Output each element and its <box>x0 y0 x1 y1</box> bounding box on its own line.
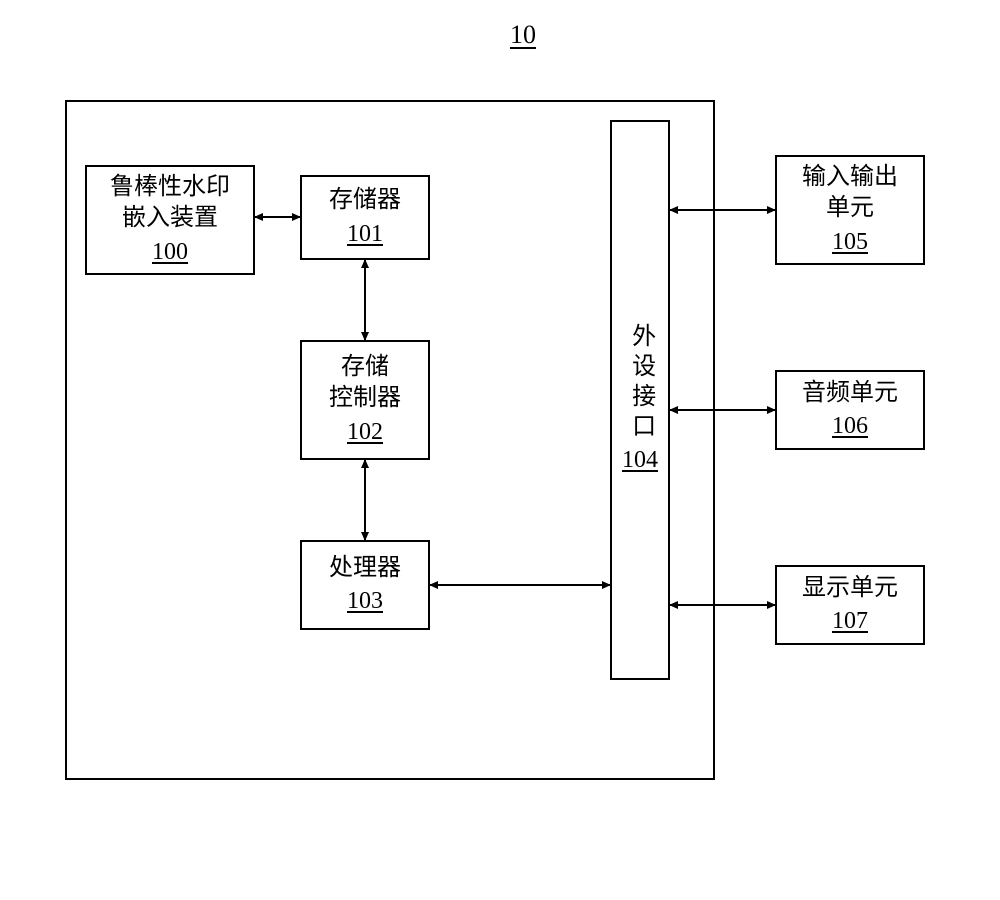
node-107: 显示单元 107 <box>775 565 925 645</box>
node-106: 音频单元 106 <box>775 370 925 450</box>
diagram-container: 10 鲁棒性水印嵌入装置 100 存储器 101 存储控制器 102 处理器 1… <box>50 20 950 880</box>
figure-number: 10 <box>510 20 536 50</box>
node-100-label: 鲁棒性水印嵌入装置 <box>110 172 230 234</box>
node-106-num: 106 <box>832 411 868 442</box>
node-107-num: 107 <box>832 606 868 637</box>
node-105: 输入输出单元 105 <box>775 155 925 265</box>
node-101: 存储器 101 <box>300 175 430 260</box>
node-102: 存储控制器 102 <box>300 340 430 460</box>
node-102-label: 存储控制器 <box>329 352 401 414</box>
node-101-num: 101 <box>347 219 383 250</box>
node-105-label: 输入输出单元 <box>802 162 898 224</box>
node-104-num: 104 <box>622 445 658 476</box>
node-103-num: 103 <box>347 586 383 617</box>
node-103: 处理器 103 <box>300 540 430 630</box>
node-100-num: 100 <box>152 237 188 268</box>
node-105-num: 105 <box>832 227 868 258</box>
node-103-label: 处理器 <box>329 553 401 584</box>
node-107-label: 显示单元 <box>802 573 898 604</box>
node-100: 鲁棒性水印嵌入装置 100 <box>85 165 255 275</box>
node-104: 外设接口 104 <box>610 120 670 680</box>
node-101-label: 存储器 <box>329 185 401 216</box>
node-102-num: 102 <box>347 417 383 448</box>
node-106-label: 音频单元 <box>802 378 898 409</box>
node-104-label: 外设接口 <box>624 323 655 443</box>
